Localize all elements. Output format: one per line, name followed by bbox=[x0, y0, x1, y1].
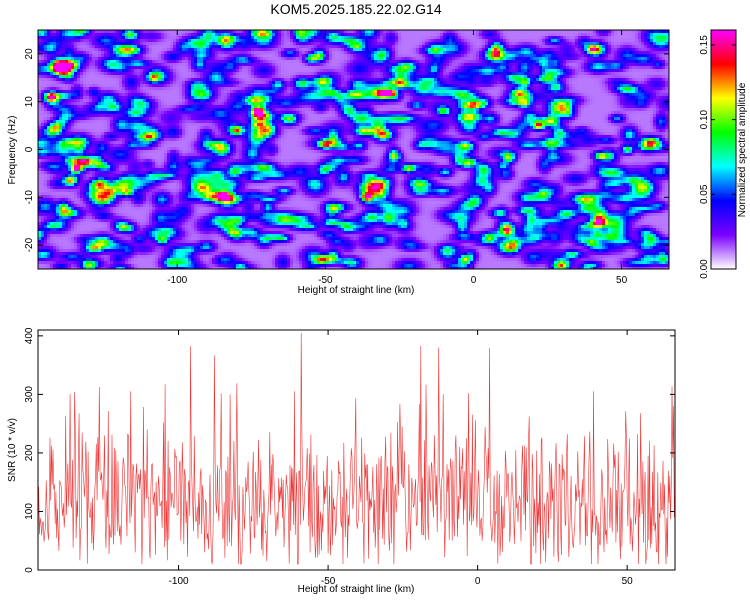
spectrogram-y-tick-label: -10 bbox=[24, 190, 35, 205]
spectrogram-y-tick-label: -20 bbox=[24, 237, 35, 252]
colorbar-tick-label: 0.15 bbox=[699, 35, 710, 55]
snr-x-tick-label: -50 bbox=[321, 576, 336, 587]
colorbar: 0.00 0.05 0.10 0.15 Normalized spectral amp… bbox=[699, 29, 748, 279]
spectrogram-x-tick-label: -50 bbox=[318, 275, 333, 286]
snr-panel: -100 -50 0 50 0 100 200 300 400 Height of straig… bbox=[7, 327, 676, 595]
snr-y-tick-label: 0 bbox=[24, 567, 35, 573]
snr-x-tick-label: -100 bbox=[169, 576, 189, 587]
chart-title: KOM5.2025.185.22.02.G14 bbox=[270, 1, 441, 17]
snr-x-tick-label: 50 bbox=[622, 576, 634, 587]
snr-y-axis-label: SNR (10 * v/v) bbox=[7, 418, 18, 482]
spectrogram-x-axis-label: Height of straight line (km) bbox=[298, 285, 415, 296]
spectrogram-y-tick-label: 0 bbox=[24, 146, 35, 152]
snr-axes: -100 -50 0 50 0 100 200 300 400 bbox=[24, 327, 675, 587]
spectrogram-y-tick-label: 20 bbox=[24, 48, 35, 60]
spectrogram-x-tick-label: 50 bbox=[616, 275, 628, 286]
colorbar-tick-label: 0.00 bbox=[699, 259, 710, 279]
snr-series-line bbox=[38, 332, 675, 565]
snr-frame bbox=[37, 329, 676, 571]
snr-y-tick-label: 400 bbox=[24, 327, 35, 344]
spectrogram-y-axis-label: Frequency (Hz) bbox=[7, 116, 18, 185]
colorbar-label: Normalized spectral amplitude bbox=[737, 82, 748, 217]
snr-y-tick-label: 200 bbox=[24, 444, 35, 461]
snr-y-tick-label: 300 bbox=[24, 386, 35, 403]
spectrogram-y-tick-label: 10 bbox=[24, 96, 35, 108]
snr-x-axis-label: Height of straight line (km) bbox=[298, 584, 415, 595]
spectrogram-x-tick-label: -100 bbox=[167, 275, 187, 286]
snr-y-tick-label: 100 bbox=[24, 503, 35, 520]
colorbar-axis: 0.00 0.05 0.10 0.15 bbox=[699, 35, 736, 279]
colorbar-gradient bbox=[710, 29, 737, 270]
colorbar-tick-label: 0.05 bbox=[699, 184, 710, 204]
spectrogram-image bbox=[38, 30, 669, 269]
snr-x-tick-label: 0 bbox=[475, 576, 481, 587]
spectrogram-x-tick-label: 0 bbox=[471, 275, 477, 286]
colorbar-tick-label: 0.10 bbox=[699, 109, 710, 129]
